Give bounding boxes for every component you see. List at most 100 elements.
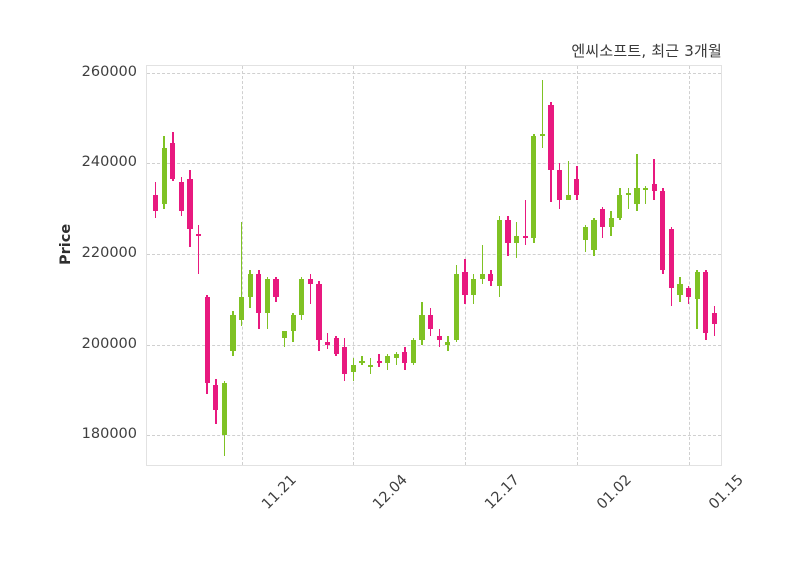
candle-wick <box>283 331 286 347</box>
gridline-horizontal <box>147 163 721 165</box>
candle-body <box>402 351 408 363</box>
candle-body <box>307 279 313 284</box>
candle-wick <box>240 222 243 327</box>
candle-body <box>617 195 623 218</box>
candle-series <box>147 66 721 465</box>
candle-body <box>694 272 700 300</box>
x-tick-label: 12.04 <box>370 472 412 513</box>
candle-body <box>643 188 649 191</box>
candle-body <box>359 360 365 363</box>
candle-body <box>608 217 614 227</box>
candle-body <box>333 337 339 354</box>
candle-body <box>522 235 528 239</box>
candle-body <box>195 233 202 236</box>
gridline-vertical <box>353 66 355 465</box>
candle-wick <box>627 188 630 209</box>
candle-body <box>273 279 279 298</box>
x-tick-label: 12.17 <box>482 472 523 513</box>
y-tick-label: 220000 <box>81 245 137 261</box>
candle-body <box>376 360 382 363</box>
y-tick-label: 200000 <box>81 335 137 352</box>
candle-body <box>539 134 546 137</box>
plot-area <box>146 65 722 466</box>
candle-body <box>634 188 640 205</box>
candle-wick <box>653 158 655 200</box>
candle-body <box>299 279 305 316</box>
candle-body <box>514 235 520 243</box>
y-axis-tick-labels: 180000 200000 220000 240000 260000 <box>0 63 137 466</box>
candle-wick <box>481 245 484 284</box>
candle-body <box>548 104 554 171</box>
candle-body <box>703 272 709 334</box>
candle-body <box>711 312 717 325</box>
gridline-vertical <box>576 66 578 465</box>
candle-body <box>367 365 374 368</box>
candle-body <box>582 226 589 241</box>
candle-body <box>600 208 606 227</box>
candle-body <box>350 365 356 372</box>
candle-wick <box>395 351 398 366</box>
candle-body <box>625 192 632 196</box>
candle-wick <box>197 224 200 275</box>
candle-body <box>505 220 511 243</box>
candle-body <box>557 170 563 200</box>
candle-body <box>213 385 219 411</box>
candle-body <box>264 279 270 313</box>
candle-body <box>479 274 485 279</box>
candle-body <box>436 335 442 341</box>
candle-wick <box>524 199 527 245</box>
candle-body <box>471 279 477 295</box>
candle-body <box>316 283 322 341</box>
candle-body <box>488 274 494 282</box>
candle-wick <box>378 353 380 368</box>
candle-wick <box>636 154 638 211</box>
candle-body <box>668 229 675 288</box>
x-tick-label: 01.02 <box>594 472 635 513</box>
chart-title: 엔씨소프트, 최근 3개월 <box>571 42 722 60</box>
gridline-horizontal <box>147 72 721 74</box>
candle-wick <box>541 79 544 148</box>
y-tick-label: 180000 <box>81 426 137 443</box>
candle-body <box>531 136 537 239</box>
candle-body <box>385 356 391 363</box>
candle-body <box>462 272 468 295</box>
candle-body <box>221 383 227 436</box>
candle-body <box>324 342 331 345</box>
candle-wick <box>309 274 312 304</box>
candle-body <box>660 190 666 270</box>
gridline-horizontal <box>147 435 721 437</box>
candle-body <box>256 274 262 313</box>
x-tick-label: 11.21 <box>258 472 300 513</box>
candle-body <box>281 331 288 338</box>
candle-wick <box>644 186 647 205</box>
candle-body <box>685 288 692 298</box>
candle-body <box>178 181 184 211</box>
candle-body <box>161 147 167 205</box>
gridline-vertical <box>688 66 690 465</box>
candle-body <box>410 340 417 363</box>
candle-body <box>204 297 210 384</box>
candle-body <box>247 274 253 298</box>
candle-body <box>393 353 399 359</box>
y-tick-label: 240000 <box>81 154 137 171</box>
candle-body <box>591 220 597 250</box>
candle-body <box>170 143 176 180</box>
x-tick-label: 01.15 <box>705 472 747 513</box>
candle-body <box>453 274 460 341</box>
candle-body <box>187 179 193 230</box>
candle-body <box>428 315 434 329</box>
candle-body <box>574 179 580 196</box>
candle-body <box>238 297 245 320</box>
candle-wick <box>326 333 329 350</box>
candle-body <box>230 315 236 352</box>
candle-body <box>677 283 683 295</box>
y-tick-label: 260000 <box>81 63 137 80</box>
candle-body <box>152 195 159 211</box>
candle-body <box>342 346 348 375</box>
gridline-horizontal <box>147 254 721 255</box>
candle-body <box>445 342 451 345</box>
candle-body <box>419 315 425 341</box>
candle-body <box>496 220 503 286</box>
candle-body <box>651 183 657 191</box>
